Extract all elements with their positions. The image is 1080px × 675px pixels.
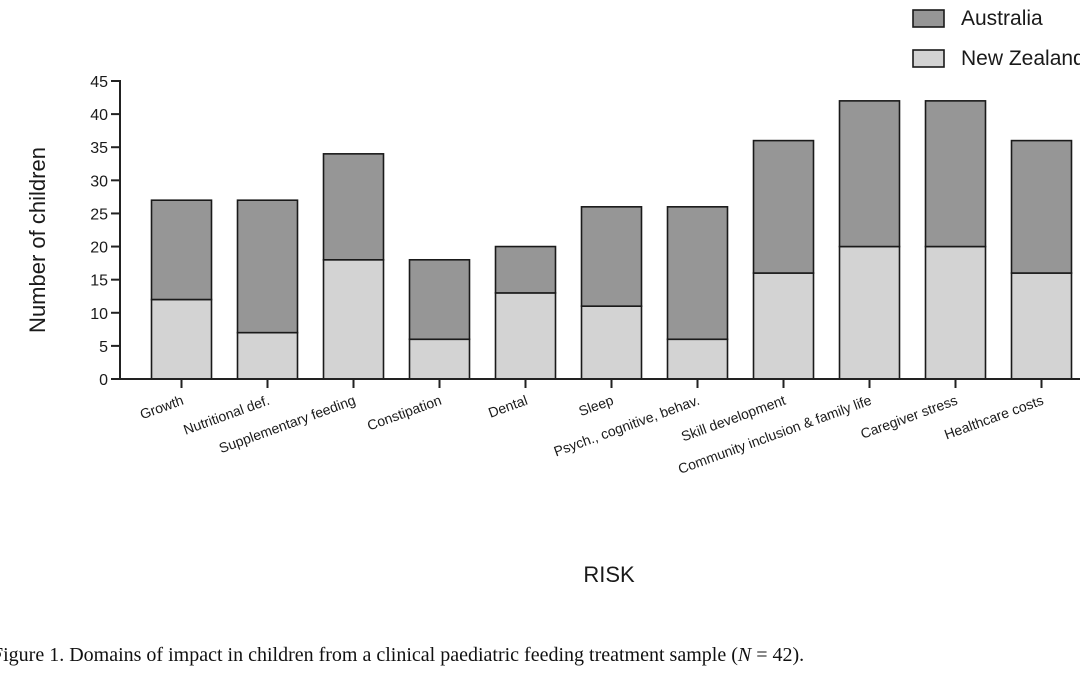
legend-label-new-zealand: New Zealand (961, 47, 1080, 70)
y-tick-label: 25 (90, 206, 108, 223)
y-tick-label: 35 (90, 140, 108, 157)
bar-new-zealand-sleep (580, 305, 643, 380)
bar-new-zealand-psych-cognitive-behav (666, 338, 729, 380)
y-axis: 0 5 10 15 20 25 30 35 40 45 (90, 74, 121, 389)
bar-australia-growth (150, 199, 213, 301)
legend-swatch-new-zealand (912, 49, 945, 68)
bar-new-zealand-community-inclusion-family-life (838, 245, 901, 380)
x-category-label: Psych., cognitive, behav. (552, 392, 702, 460)
bar-new-zealand-dental (494, 292, 557, 380)
caption-suffix: = 42). (751, 644, 805, 666)
bars (150, 100, 1073, 380)
legend-label-australia: Australia (961, 7, 1043, 30)
x-category-label: Dental (486, 392, 530, 421)
y-tick-label: 20 (90, 240, 108, 257)
bar-australia-skill-development (752, 139, 815, 274)
bar-new-zealand-supplementary-feeding (322, 258, 385, 380)
x-category-label: Sleep (576, 392, 615, 419)
caption-prefix: Figure 1. Domains of impact in children … (0, 644, 738, 666)
bar-australia-supplementary-feeding (322, 153, 385, 261)
bar-new-zealand-nutritional-def (236, 331, 299, 380)
x-category-label: Healthcare costs (942, 392, 1045, 443)
y-tick-label: 5 (99, 339, 108, 356)
bar-new-zealand-constipation (408, 338, 471, 380)
figure-caption: Figure 1. Domains of impact in children … (0, 644, 804, 667)
bar-australia-sleep (580, 206, 643, 307)
bar-australia-nutritional-def (236, 199, 299, 334)
y-tick-label: 0 (99, 372, 108, 389)
bar-new-zealand-skill-development (752, 272, 815, 380)
x-category-label: Growth (138, 392, 186, 422)
legend: Australia New Zealand (912, 7, 1080, 70)
bar-australia-community-inclusion-family-life (838, 100, 901, 248)
legend-swatch-australia (912, 9, 945, 28)
y-axis-title: Number of children (25, 147, 50, 333)
caption-n-symbol: N (737, 644, 752, 666)
bar-new-zealand-growth (150, 298, 213, 380)
bar-new-zealand-caregiver-stress (924, 245, 987, 380)
y-tick-label: 15 (90, 273, 108, 290)
y-tick-label: 45 (90, 74, 108, 91)
x-category-label: Constipation (365, 392, 444, 434)
bar-australia-healthcare-costs (1010, 139, 1073, 274)
bar-australia-dental (494, 245, 557, 294)
bar-australia-constipation (408, 258, 471, 341)
bar-australia-caregiver-stress (924, 100, 987, 248)
y-tick-label: 40 (90, 107, 108, 124)
bar-australia-psych-cognitive-behav (666, 206, 729, 341)
x-axis-title: RISK (583, 562, 635, 587)
bar-new-zealand-healthcare-costs (1010, 272, 1073, 380)
y-tick-label: 30 (90, 173, 108, 190)
y-tick-label: 10 (90, 306, 108, 323)
